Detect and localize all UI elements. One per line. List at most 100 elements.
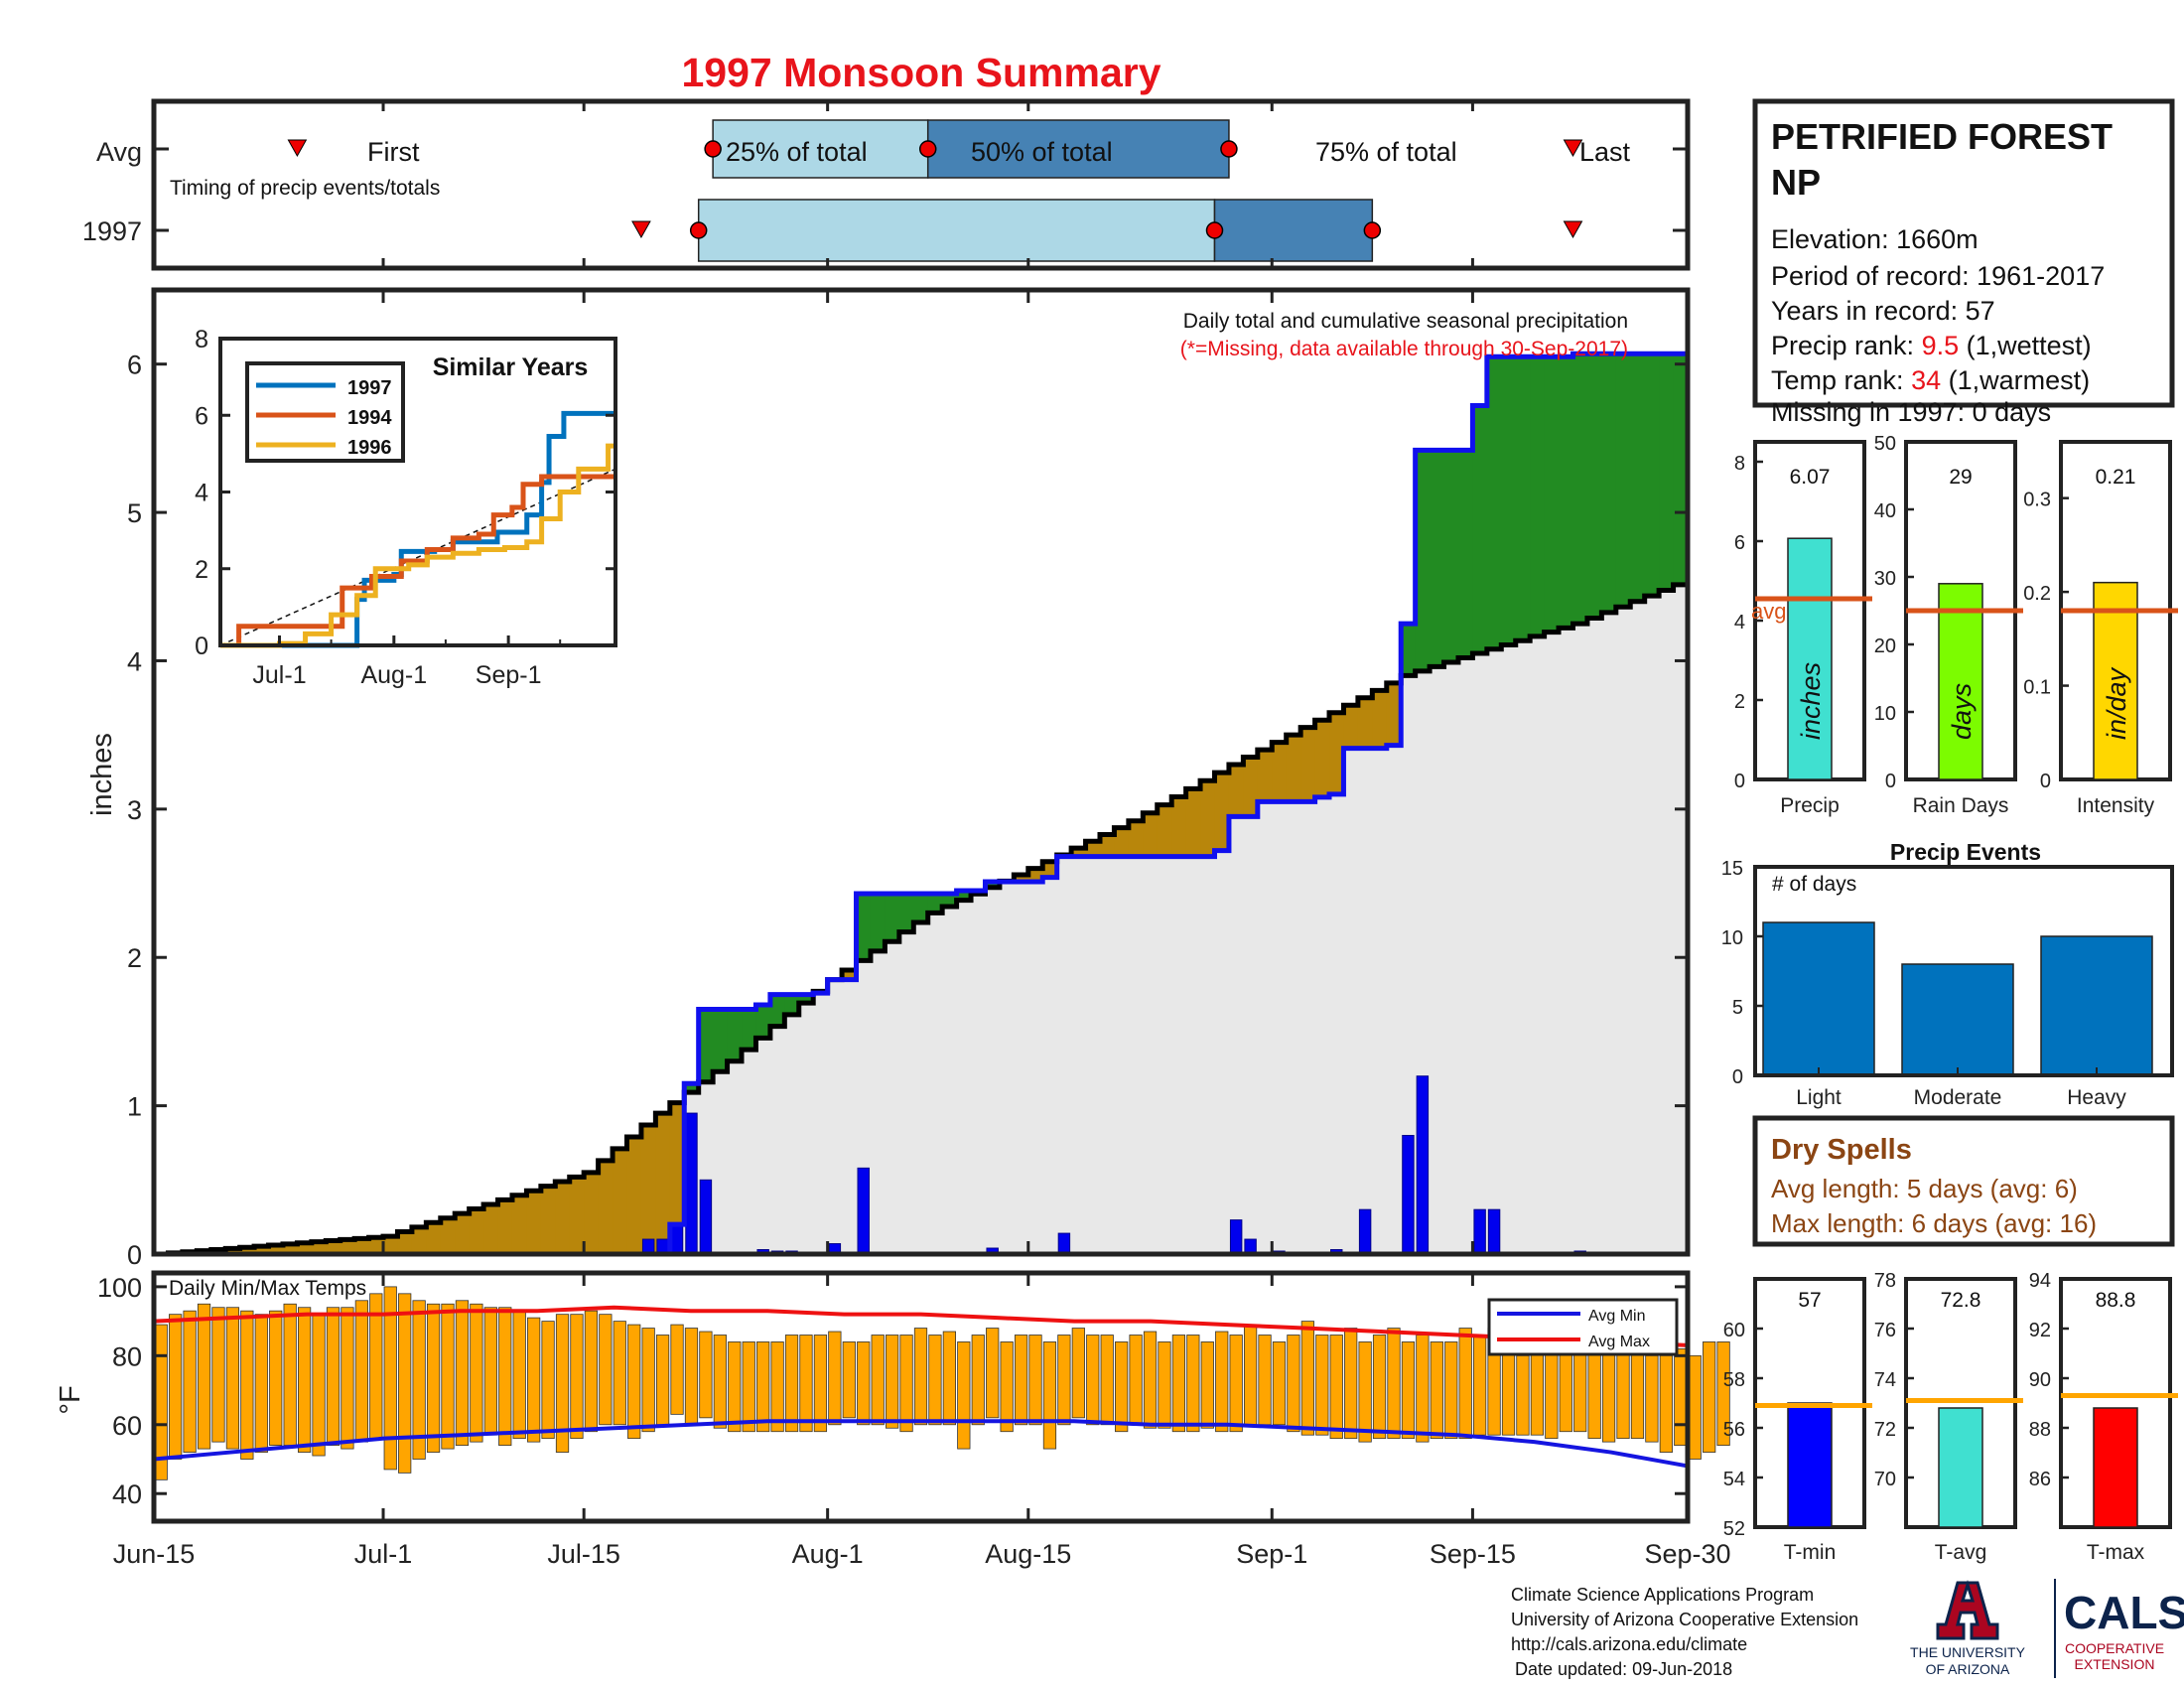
above-average-band [1630,353,1646,602]
timing-last-label: Last [1579,137,1631,167]
temp-range-bar [1458,1328,1472,1440]
mini-raindays-tick-label: 30 [1874,568,1896,590]
temp-range-bar [383,1286,397,1471]
precip-y-tick-label: 6 [127,351,142,380]
above-average-band [913,893,929,923]
precip-y-tick-label: 5 [127,498,142,528]
temp-range-bar [1086,1335,1100,1426]
temp-range-bar [684,1328,699,1426]
temp-range-bar [655,1335,670,1426]
below-average-band [598,1160,614,1254]
cals-sub2: EXTENSION [2075,1656,2155,1672]
temp-range-bar [1587,1341,1601,1440]
precip-y-tick-label: 2 [127,943,142,973]
timing-box-lower-1997 [697,199,1216,262]
temp-legend [1487,1298,1679,1356]
temp-range-bar [211,1307,225,1443]
below-average-band [1357,697,1373,749]
tmini-tavg-tick-label: 72 [1874,1419,1896,1441]
temp-range-bar [1028,1335,1042,1426]
inset-avg-dashed-line [219,468,616,646]
temp-range-bar [1272,1341,1287,1426]
below-average-band [282,1243,298,1254]
temp-range-bar [470,1303,483,1443]
temp-legend-max: Avg Max [1588,1334,1650,1350]
temp-range-bar [512,1310,526,1440]
temp-range-bar [1100,1335,1114,1426]
temp-range-bar [441,1303,455,1450]
temp-range-bar [756,1341,770,1433]
below-average-band [268,1245,284,1254]
station-period: Period of record: 1961-2017 [1771,261,2105,291]
date-x-axis: Jun-15 Jul-1 Jul-15 Aug-1 Aug-15 Sep-1 Sep-15 S… [113,1273,1731,1569]
temp-range-bar [986,1328,1000,1419]
temp-range-bar [813,1335,828,1433]
daily-precip-bar [1229,1219,1243,1255]
avg-max-temp-line [153,1305,1689,1347]
avg-min-temp-line [153,1419,1689,1469]
above-average-band [1457,450,1474,658]
mini-raindays-bar [1938,583,1983,780]
temp-range-bar [1057,1335,1071,1426]
inset-y-tick-label: 2 [195,556,208,584]
tmini-tmax-tick-label: 90 [2029,1369,2051,1391]
below-average-band [497,1199,513,1254]
mini-raindays-tick-label: 10 [1874,703,1896,725]
temp-range-bar [1215,1331,1229,1433]
tmini-tmax-tick-label: 86 [2029,1469,2051,1490]
below-average-band [1386,682,1402,746]
timing-box-lower-Avg [712,119,929,179]
above-average-band [684,1083,700,1093]
temp-range-bar [1243,1324,1258,1426]
temp-plot-area [153,1286,1730,1480]
below-average-band [1085,841,1101,857]
ua-logo-line1: THE UNIVERSITY [1910,1644,2026,1660]
below-average-band [1314,720,1330,797]
below-average-band [669,1102,685,1225]
temp-range-bar [770,1341,784,1433]
temp-range-bar [541,1321,555,1440]
timing-box-upper-Avg [926,119,1230,179]
mini-raindays-value: 29 [1949,466,1972,489]
precip-events-bar-light [1762,921,1875,1076]
inset-y-tick-label: 8 [195,326,208,353]
timing-p25-marker-Avg [704,140,722,158]
temp-range-bar [1516,1354,1530,1436]
tmini-tavg-tick-label: 76 [1874,1320,1896,1341]
below-average-band [1300,727,1316,802]
above-average-band [927,893,943,914]
below-average-band [483,1203,499,1254]
below-average-band [555,1182,571,1254]
temp-range-bar [742,1341,755,1433]
inset-x-tick-label: Jul-1 [252,661,306,689]
below-average-band [526,1191,542,1254]
below-average-band [1343,705,1359,749]
temp-range-bar [297,1307,312,1453]
mini-intensity-unit: in/day [2102,666,2131,740]
temp-range-bar [169,1314,183,1460]
above-average-band [942,893,958,908]
temp-range-bar [1372,1335,1387,1440]
temp-range-bar [312,1314,326,1457]
below-average-band [842,970,858,980]
dry-spells-frame [1752,1115,2175,1247]
precip-y-tick-label: 4 [127,646,142,676]
inset-series-1994 [220,474,615,648]
temp-range-bar [1129,1335,1143,1426]
temp-range-bar [1416,1335,1430,1443]
precip-events-ylabel: # of days [1772,873,1856,896]
temp-range-bar [1186,1335,1200,1433]
station-years: Years in record: 57 [1771,296,1995,326]
temp-range-bar [784,1335,799,1433]
below-average-band [440,1217,456,1254]
inset-title: Similar Years [433,353,589,381]
temp-range-bar [641,1328,655,1433]
daily-precip-bar [1487,1208,1501,1255]
station-info: PETRIFIED FOREST NP Elevation: 1660m Per… [1752,98,2175,427]
below-average-band [1272,742,1288,802]
temp-title: Daily Min/Max Temps [169,1277,366,1300]
above-average-band [1673,353,1689,585]
inset-x-tick-label: Aug-1 [360,661,427,689]
